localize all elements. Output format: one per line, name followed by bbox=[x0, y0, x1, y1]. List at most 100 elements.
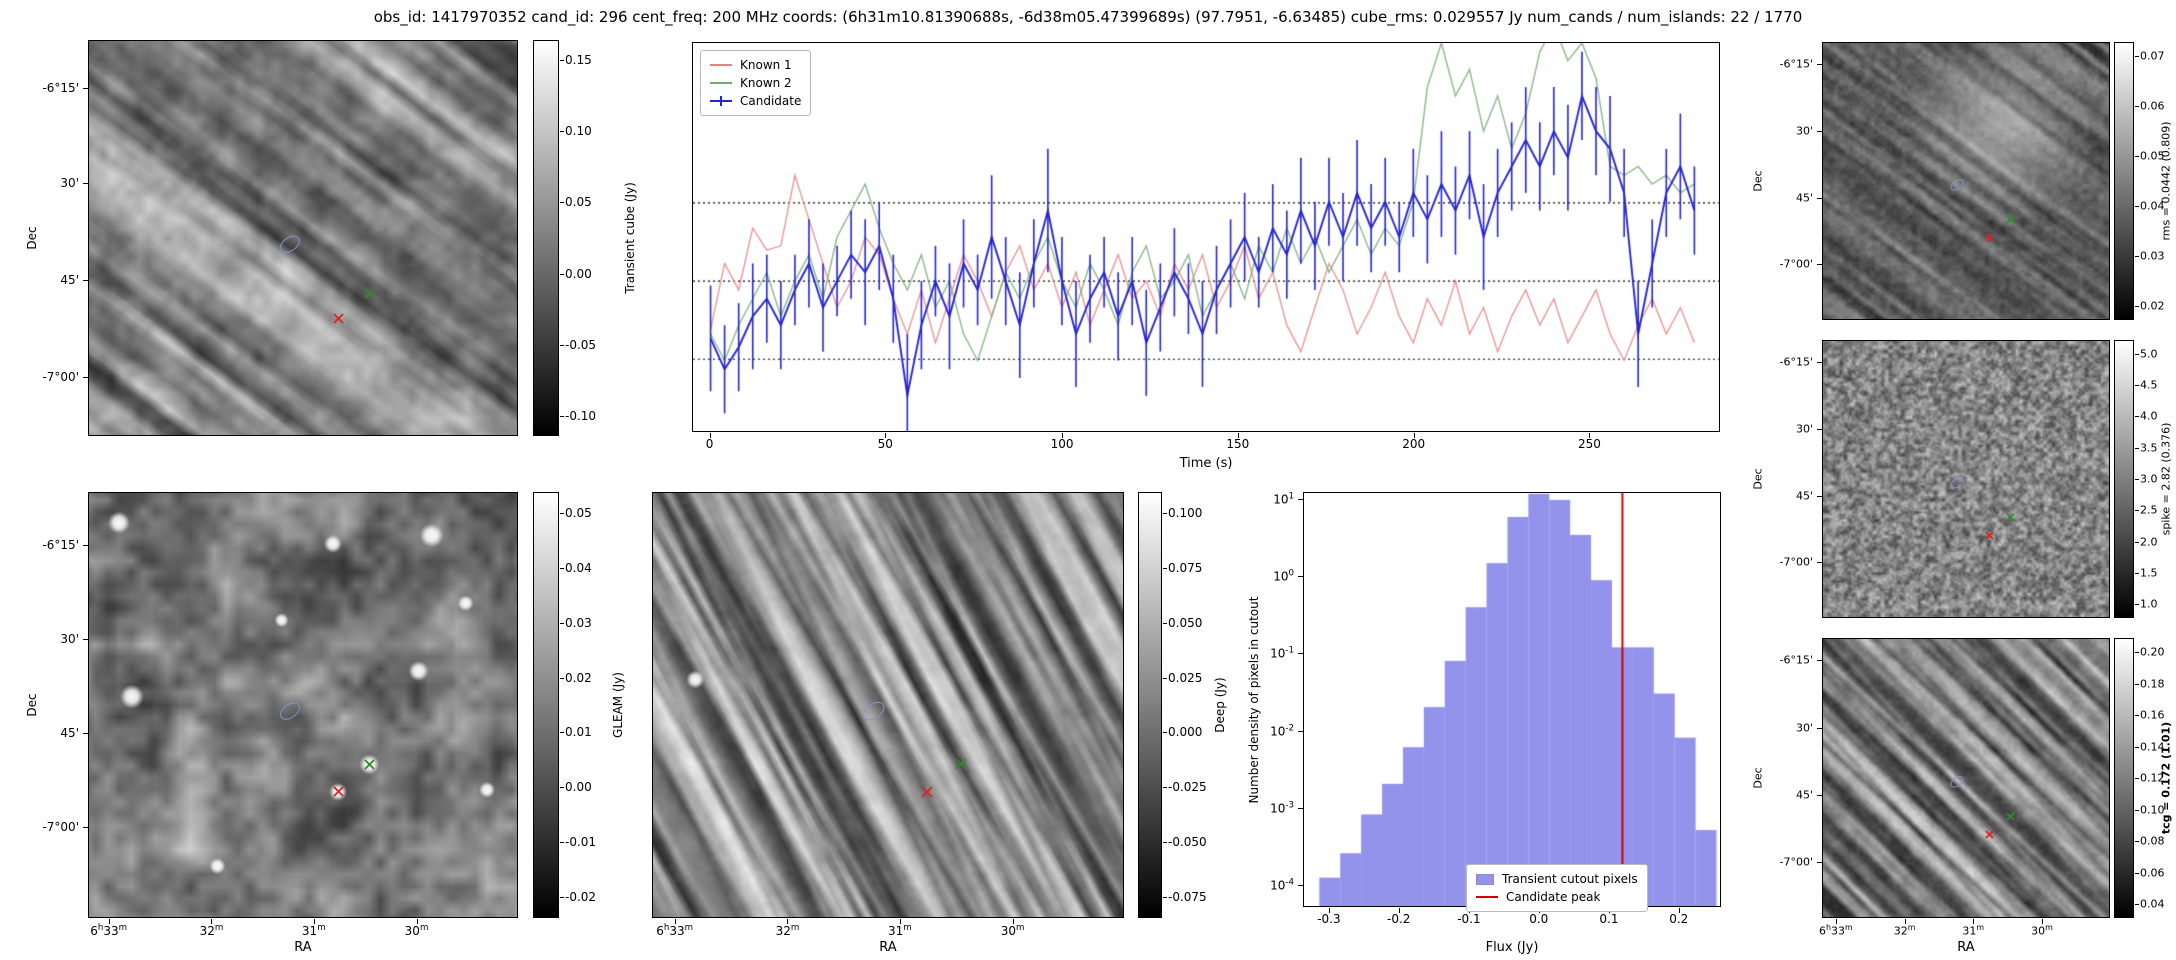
tick-mark bbox=[560, 416, 564, 418]
tick-mark bbox=[560, 622, 564, 624]
tick-mark bbox=[1817, 495, 1822, 497]
colorbar-tick-label: 0.00 bbox=[565, 780, 592, 795]
colorbar-tick-label: 0.05 bbox=[565, 195, 592, 210]
ra-axis-label-gleam: RA bbox=[294, 940, 312, 955]
dec-axis-label-rms: Dec bbox=[1751, 170, 1765, 192]
tick-mark bbox=[2135, 841, 2139, 842]
tick-mark bbox=[2135, 155, 2139, 157]
colorbar-tick-label: -0.025 bbox=[1168, 780, 1207, 795]
density-tick-label: 100 bbox=[1273, 568, 1294, 584]
tcg-image bbox=[1823, 639, 2109, 917]
tick-mark bbox=[1817, 727, 1822, 729]
tick-mark bbox=[2135, 572, 2139, 574]
tick-mark bbox=[1062, 433, 1064, 438]
tick-mark bbox=[1163, 787, 1167, 789]
tick-mark bbox=[83, 639, 88, 641]
dec-tick-label: -7°00' bbox=[42, 820, 79, 835]
flux-tick-label: 0.2 bbox=[1669, 912, 1689, 926]
tick-mark bbox=[1298, 653, 1303, 655]
ra-tick-label: 31m bbox=[1962, 923, 1985, 938]
tick-mark bbox=[1163, 841, 1167, 843]
dec-tick-label: 30' bbox=[60, 175, 79, 190]
colorbar-tick-label: -0.02 bbox=[565, 889, 597, 904]
dec-tick-label: -6°15' bbox=[42, 537, 79, 552]
colorbar-tick-label: 0.20 bbox=[2140, 645, 2165, 659]
ra-tick-label: 32m bbox=[199, 923, 224, 938]
tick-mark bbox=[2135, 872, 2139, 874]
colorbar-tick-label: 0.06 bbox=[2140, 866, 2165, 879]
tick-mark bbox=[1678, 908, 1680, 913]
tick-mark bbox=[560, 202, 564, 204]
green-cross-marker bbox=[2006, 215, 2015, 224]
legend-item-known1: Known 1 bbox=[710, 56, 801, 74]
tick-mark bbox=[560, 344, 564, 346]
density-tick-label: 10-4 bbox=[1270, 877, 1294, 893]
histogram-legend: Transient cutout pixels Candidate peak bbox=[1466, 864, 1648, 912]
tick-mark bbox=[2135, 55, 2139, 57]
tcg-image-panel bbox=[1822, 638, 2110, 918]
colorbar-tick-label: 0.08 bbox=[2140, 834, 2165, 848]
colorbar-tick-label: 0.03 bbox=[2140, 249, 2165, 263]
time-tick-label: 50 bbox=[877, 437, 893, 451]
legend-item-known2: Known 2 bbox=[710, 74, 801, 92]
dec-tick-label: 45' bbox=[60, 726, 79, 741]
ra-tick-label: 30m bbox=[2031, 923, 2053, 938]
colorbar-tick-label: 0.16 bbox=[2140, 708, 2165, 722]
deep-image bbox=[653, 493, 1123, 917]
red-cross-marker bbox=[920, 786, 933, 798]
colorbar-tick-label: 0.04 bbox=[2140, 897, 2165, 911]
legend-item-cutout-pixels: Transient cutout pixels bbox=[1476, 870, 1638, 888]
colorbar-tick-label: 0.00 bbox=[565, 266, 592, 281]
dec-tick-label: -7°00' bbox=[1779, 855, 1814, 869]
legend-label-cutout-pixels: Transient cutout pixels bbox=[1502, 872, 1638, 886]
tick-mark bbox=[1973, 919, 1975, 924]
spike-colorbar bbox=[2114, 340, 2134, 618]
tick-mark bbox=[2135, 206, 2139, 208]
tick-mark bbox=[1589, 433, 1591, 438]
legend-item-candidate: Candidate bbox=[710, 92, 801, 110]
tick-mark bbox=[1163, 513, 1167, 515]
tick-mark bbox=[83, 87, 88, 89]
colorbar-tick-label: -0.01 bbox=[565, 834, 597, 849]
tick-mark bbox=[1398, 908, 1400, 913]
dec-axis-label-spike: Dec bbox=[1751, 468, 1765, 490]
ra-tick-label: 30m bbox=[1000, 923, 1025, 938]
dec-tick-label: 30' bbox=[60, 632, 79, 647]
colorbar-tick-label: 0.05 bbox=[2140, 149, 2165, 163]
tick-mark bbox=[2135, 604, 2139, 606]
dec-tick-label: 45' bbox=[1795, 788, 1813, 802]
colorbar-tick-label: 3.0 bbox=[2140, 472, 2158, 486]
tick-mark bbox=[1817, 130, 1822, 132]
colorbar-tick-label: -0.050 bbox=[1168, 834, 1207, 849]
tick-mark bbox=[83, 733, 88, 735]
tick-mark bbox=[108, 919, 110, 924]
tick-mark bbox=[560, 841, 564, 843]
dec-tick-label: 30' bbox=[1795, 721, 1813, 735]
transient_cube-image-panel bbox=[88, 40, 518, 436]
density-tick-label: 10-3 bbox=[1270, 800, 1294, 816]
tick-mark bbox=[560, 787, 564, 789]
tick-mark bbox=[1163, 732, 1167, 734]
tick-mark bbox=[2135, 746, 2139, 748]
tick-mark bbox=[2135, 904, 2139, 905]
colorbar-label-deep: Deep (Jy) bbox=[1213, 677, 1227, 733]
colorbar-tick-label: -0.075 bbox=[1168, 889, 1207, 904]
density-axis-label: Number density of pixels in cutout bbox=[1247, 596, 1261, 804]
rms-image-panel bbox=[1822, 42, 2110, 320]
legend-label-known1: Known 1 bbox=[740, 58, 792, 72]
density-tick-label: 10-2 bbox=[1270, 723, 1294, 739]
tick-mark bbox=[83, 827, 88, 829]
tick-mark bbox=[1817, 64, 1822, 66]
deep-image-panel bbox=[652, 492, 1124, 918]
green-cross-marker bbox=[364, 759, 375, 770]
dec-tick-label: -6°15' bbox=[42, 80, 79, 95]
colorbar-label-spike: spike = 2.82 (0.376) bbox=[2159, 422, 2173, 536]
ra-axis-label-deep: RA bbox=[879, 940, 897, 955]
colorbar-tick-label: 0.07 bbox=[2140, 49, 2165, 63]
ra-tick-label: 6h33m bbox=[1818, 923, 1853, 938]
red-cross-marker bbox=[1985, 531, 1994, 540]
tick-mark bbox=[1835, 919, 1837, 924]
dec-axis-label-gleam: Dec bbox=[25, 693, 39, 717]
ra-tick-label: 31m bbox=[887, 923, 912, 938]
tick-mark bbox=[2135, 541, 2139, 543]
